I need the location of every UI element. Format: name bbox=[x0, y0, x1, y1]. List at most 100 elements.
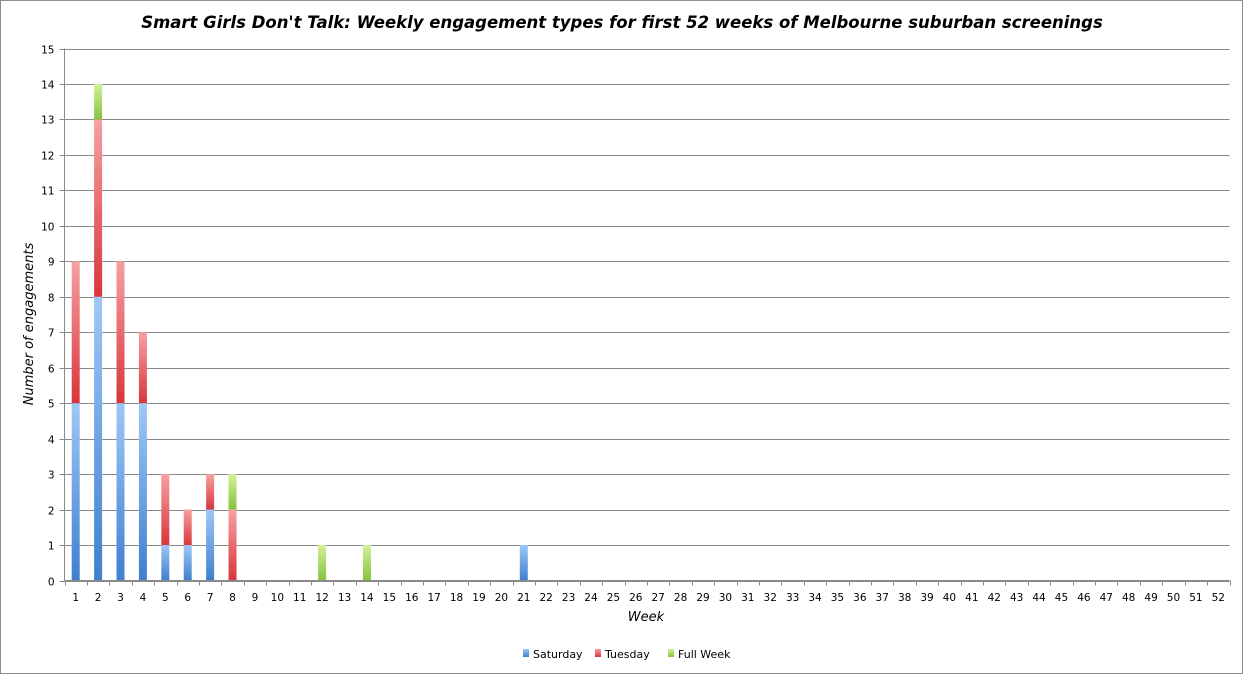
y-axis-title: Number of engagements bbox=[22, 243, 37, 406]
x-tick-label: 41 bbox=[965, 592, 978, 604]
x-tick-label: 11 bbox=[293, 592, 306, 604]
bar-saturday-week-4 bbox=[138, 403, 147, 581]
x-tick-label: 7 bbox=[207, 592, 214, 604]
bar-saturday-week-6 bbox=[183, 545, 192, 581]
y-tick-label: 6 bbox=[48, 364, 55, 376]
x-tick-label: 38 bbox=[898, 592, 911, 604]
y-tick-label: 10 bbox=[41, 222, 54, 234]
x-tick-label: 26 bbox=[629, 592, 643, 604]
x-tick-label: 9 bbox=[252, 592, 259, 604]
x-tick-label: 30 bbox=[719, 592, 732, 604]
x-tick-label: 25 bbox=[607, 592, 620, 604]
legend-item-full-week: Full Week bbox=[668, 648, 731, 661]
bar-saturday-week-3 bbox=[116, 403, 125, 581]
legend-label: Full Week bbox=[678, 648, 731, 661]
y-tick-label: 8 bbox=[48, 293, 55, 305]
y-tick-label: 0 bbox=[48, 577, 55, 589]
x-axis-ticks: 1 2 3 4 5 6 7 8 9 10 11 12 13 14 15 16 17 18 19 20 21 22 23 24 2… bbox=[65, 580, 1231, 604]
x-tick-label: 33 bbox=[786, 592, 799, 604]
axes bbox=[64, 48, 1230, 581]
chart-title: Smart Girls Don't Talk: Weekly engagemen… bbox=[141, 13, 1103, 32]
x-tick-label: 29 bbox=[696, 592, 709, 604]
x-tick-label: 5 bbox=[162, 592, 169, 604]
legend-label: Saturday bbox=[533, 648, 583, 661]
x-tick-label: 12 bbox=[315, 592, 328, 604]
x-tick-label: 10 bbox=[271, 592, 284, 604]
bar-saturday-week-2 bbox=[94, 296, 103, 581]
bar-tuesday-week-6 bbox=[183, 509, 192, 546]
bar-saturday-week-7 bbox=[206, 509, 215, 581]
x-tick-label: 13 bbox=[338, 592, 351, 604]
x-tick-label: 43 bbox=[1010, 592, 1023, 604]
x-tick-label: 22 bbox=[539, 592, 552, 604]
x-tick-label: 49 bbox=[1144, 592, 1157, 604]
x-tick-label: 8 bbox=[229, 592, 236, 604]
x-tick-label: 32 bbox=[764, 592, 777, 604]
legend-label: Tuesday bbox=[604, 648, 650, 661]
y-tick-label: 12 bbox=[41, 151, 54, 163]
x-tick-label: 20 bbox=[495, 592, 508, 604]
x-tick-label: 39 bbox=[920, 592, 933, 604]
x-tick-label: 16 bbox=[405, 592, 419, 604]
x-tick-label: 45 bbox=[1055, 592, 1068, 604]
x-tick-label: 14 bbox=[360, 592, 374, 604]
bar-full-week-week-2 bbox=[94, 83, 103, 120]
legend-swatch bbox=[523, 649, 529, 657]
y-tick-label: 11 bbox=[41, 186, 54, 198]
y-tick-label: 15 bbox=[41, 45, 54, 57]
x-tick-label: 4 bbox=[140, 592, 147, 604]
bar-tuesday-week-5 bbox=[161, 474, 170, 546]
bar-tuesday-week-7 bbox=[206, 474, 215, 510]
bar-full-week-week-8 bbox=[228, 474, 237, 510]
x-tick-label: 35 bbox=[831, 592, 844, 604]
x-tick-label: 36 bbox=[853, 592, 867, 604]
x-tick-label: 15 bbox=[383, 592, 396, 604]
bar-saturday-week-21 bbox=[519, 545, 528, 581]
x-tick-label: 28 bbox=[674, 592, 687, 604]
legend-item-tuesday: Tuesday bbox=[595, 648, 650, 661]
x-tick-label: 47 bbox=[1100, 592, 1113, 604]
y-tick-label: 5 bbox=[48, 399, 55, 411]
x-tick-label: 48 bbox=[1122, 592, 1135, 604]
y-tick-label: 1 bbox=[48, 541, 55, 553]
x-tick-label: 34 bbox=[808, 592, 822, 604]
x-tick-label: 18 bbox=[450, 592, 463, 604]
legend-swatch bbox=[668, 649, 674, 657]
x-tick-label: 23 bbox=[562, 592, 575, 604]
y-tick-label: 4 bbox=[48, 435, 55, 447]
x-tick-label: 3 bbox=[117, 592, 124, 604]
x-tick-label: 46 bbox=[1077, 592, 1091, 604]
bar-tuesday-week-4 bbox=[138, 332, 147, 404]
y-tick-label: 7 bbox=[48, 328, 55, 340]
x-tick-label: 40 bbox=[943, 592, 956, 604]
y-tick-label: 3 bbox=[48, 470, 55, 482]
bar-saturday-week-1 bbox=[71, 403, 80, 581]
bars bbox=[71, 83, 528, 581]
x-tick-label: 51 bbox=[1189, 592, 1202, 604]
x-tick-label: 52 bbox=[1212, 592, 1225, 604]
x-tick-label: 21 bbox=[517, 592, 530, 604]
gridlines bbox=[64, 49, 1230, 582]
x-tick-label: 2 bbox=[95, 592, 102, 604]
bar-full-week-week-12 bbox=[318, 545, 327, 581]
x-axis-title: Week bbox=[628, 610, 665, 625]
bar-saturday-week-5 bbox=[161, 545, 170, 581]
x-tick-label: 44 bbox=[1032, 592, 1046, 604]
x-tick-label: 50 bbox=[1167, 592, 1180, 604]
bar-full-week-week-14 bbox=[362, 545, 371, 581]
x-tick-label: 31 bbox=[741, 592, 754, 604]
x-tick-label: 1 bbox=[72, 592, 79, 604]
legend-item-saturday: Saturday bbox=[523, 648, 583, 661]
y-tick-label: 14 bbox=[41, 80, 55, 92]
y-tick-label: 9 bbox=[48, 257, 55, 269]
bar-tuesday-week-1 bbox=[71, 261, 80, 404]
y-tick-label: 13 bbox=[41, 115, 54, 127]
x-tick-label: 37 bbox=[876, 592, 889, 604]
bar-tuesday-week-8 bbox=[228, 509, 237, 581]
legend-swatch bbox=[595, 649, 601, 657]
x-tick-label: 6 bbox=[184, 592, 191, 604]
bar-tuesday-week-3 bbox=[116, 261, 125, 404]
